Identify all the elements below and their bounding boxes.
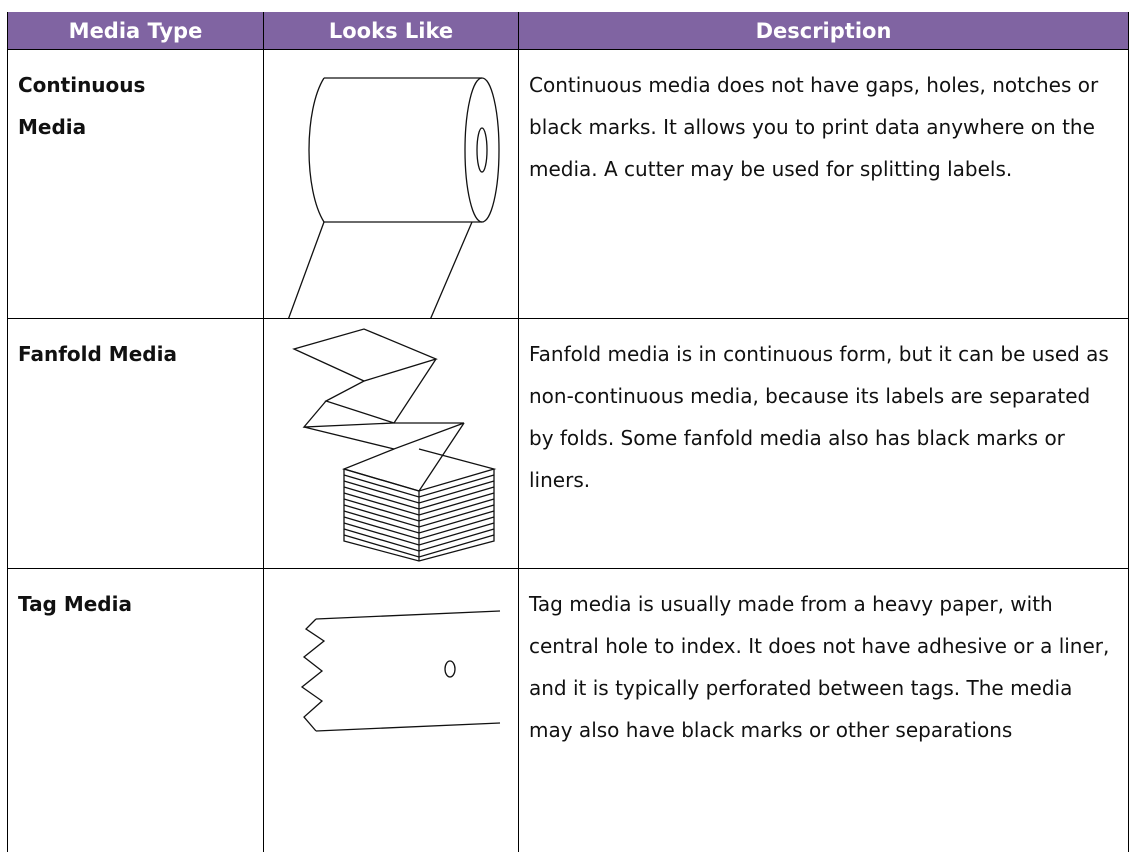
header-cell: Media Type [8,12,264,50]
media-type: Continuous Media [18,64,183,148]
media-table: Media Type Looks Like Description Contin… [7,12,1129,852]
image-cell [264,50,519,319]
fanfold-illustration [264,319,519,568]
row: Continuous Media Continuous media does n… [8,50,1129,319]
type-cell: Tag Media [8,569,264,852]
tag-illustration [264,569,519,852]
media-type: Fanfold Media [18,333,183,375]
description-cell: Fanfold media is in continuous form, but… [519,319,1129,569]
header-cell: Looks Like [264,12,519,50]
type-cell: Fanfold Media [8,319,264,569]
media-type: Tag Media [18,583,183,625]
description-cell: Tag media is usually made from a heavy p… [519,569,1129,852]
row: Fanfold Media Fanfold media is in contin… [8,319,1129,569]
description-cell: Continuous media does not have gaps, hol… [519,50,1129,319]
row: Tag Media Tag media is usually made from… [8,569,1129,852]
image-cell [264,569,519,852]
roll-illustration [264,50,519,318]
header-cell: Description [519,12,1129,50]
type-cell: Continuous Media [8,50,264,319]
header-row: Media Type Looks Like Description [8,12,1129,50]
image-cell [264,319,519,569]
